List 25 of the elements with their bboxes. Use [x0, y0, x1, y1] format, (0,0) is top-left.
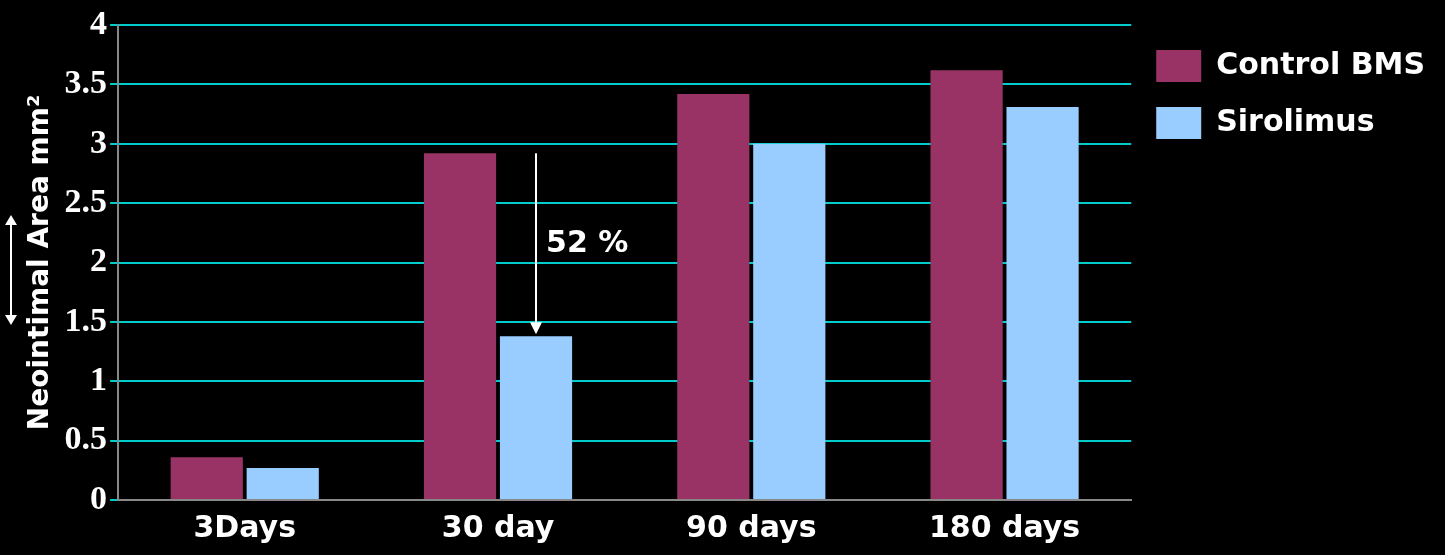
x-tick-label: 3Days	[193, 508, 296, 544]
y-tick-label: 1.5	[64, 300, 108, 338]
bar	[246, 467, 319, 499]
legend-label: Sirolimus	[1216, 102, 1375, 138]
y-tick-label: 0	[90, 478, 108, 516]
bar	[753, 143, 826, 499]
x-tick-label: 90 days	[686, 508, 817, 544]
y-tick-label: 0.5	[64, 419, 108, 457]
x-tick-label: 30 day	[441, 508, 555, 544]
annotation: 52 %	[546, 224, 629, 260]
legend-label: Control BMS	[1216, 45, 1426, 81]
bar	[423, 153, 497, 499]
y-tick-label: 4	[90, 3, 108, 41]
y-tick-label: 1	[90, 360, 108, 398]
y-tick-label: 2	[90, 241, 108, 279]
x-tick-label: 180 days	[928, 508, 1081, 544]
y-axis-title: Neointimal Area mm²	[22, 94, 56, 431]
bar	[677, 93, 750, 499]
bar	[930, 70, 1003, 499]
y-tick-label: 3.5	[64, 63, 108, 101]
y-tick-label: 3	[90, 122, 108, 160]
y-tick-label: 2.5	[64, 181, 108, 219]
bar	[170, 457, 243, 499]
bar	[499, 336, 573, 499]
bar	[1006, 106, 1079, 499]
